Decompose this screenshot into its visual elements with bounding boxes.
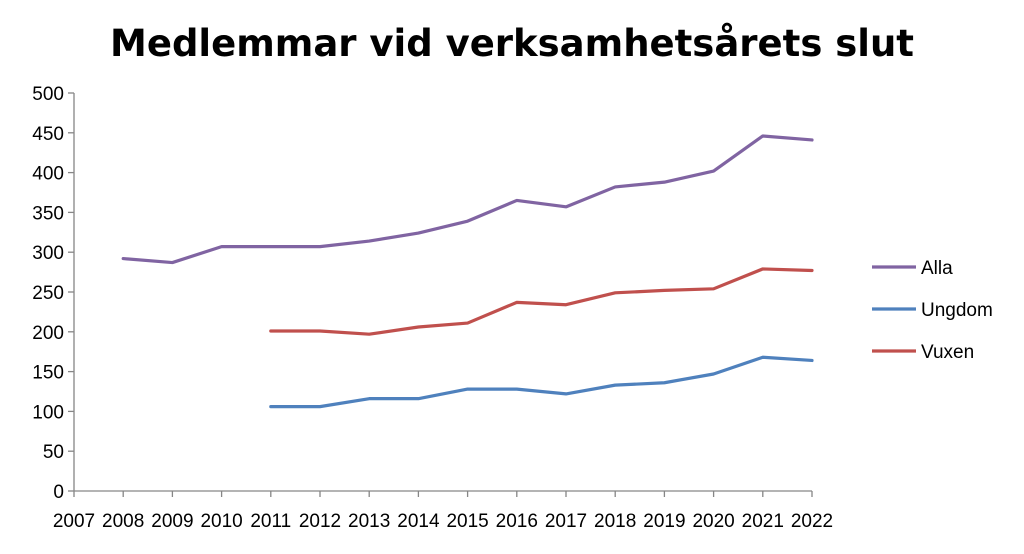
legend-label: Ungdom	[921, 300, 993, 321]
x-tick-label: 2008	[102, 511, 144, 532]
y-tick-label: 400	[32, 164, 64, 185]
y-tick-label: 300	[32, 243, 64, 264]
x-tick-label: 2020	[692, 511, 734, 532]
y-tick-label: 50	[43, 442, 64, 463]
x-tick-label: 2011	[250, 511, 291, 532]
series-line-vuxen	[269, 267, 814, 336]
y-tick-label: 450	[32, 124, 64, 145]
series-line-alla	[121, 134, 814, 265]
x-tick-label: 2013	[348, 511, 390, 532]
x-tick-label: 2014	[397, 511, 440, 532]
y-tick-label: 250	[32, 283, 64, 304]
x-tick-label: 2018	[594, 511, 636, 532]
y-tick-label: 100	[32, 402, 64, 423]
legend: Alla Ungdom Vuxen	[872, 258, 993, 363]
series-group	[121, 134, 814, 409]
x-tick-label: 2019	[643, 511, 685, 532]
x-tick-label: 2009	[151, 511, 193, 532]
chart-title: Medlemmar vid verksamhetsårets slut	[110, 22, 914, 65]
y-tick-label: 500	[32, 84, 64, 105]
x-tick-label: 2021	[742, 511, 784, 532]
x-tick-label: 2016	[496, 511, 538, 532]
x-tick-label: 2017	[545, 511, 587, 532]
x-tick-label: 2022	[791, 511, 833, 532]
y-tick-label: 0	[53, 482, 64, 503]
axes: 0 50 100 150 200 250 300 350 400 450 500 2007 2008 20…	[32, 84, 833, 532]
y-tick-label: 200	[32, 323, 64, 344]
legend-label: Alla	[921, 258, 953, 279]
x-tick-label: 2007	[53, 511, 95, 532]
y-tick-label: 350	[32, 203, 64, 224]
x-tick-label: 2010	[200, 511, 242, 532]
x-tick-label: 2015	[446, 511, 488, 532]
y-tick-label: 150	[32, 363, 64, 384]
x-tick-label: 2012	[299, 511, 341, 532]
legend-label: Vuxen	[921, 342, 974, 363]
series-line-ungdom	[269, 355, 814, 409]
